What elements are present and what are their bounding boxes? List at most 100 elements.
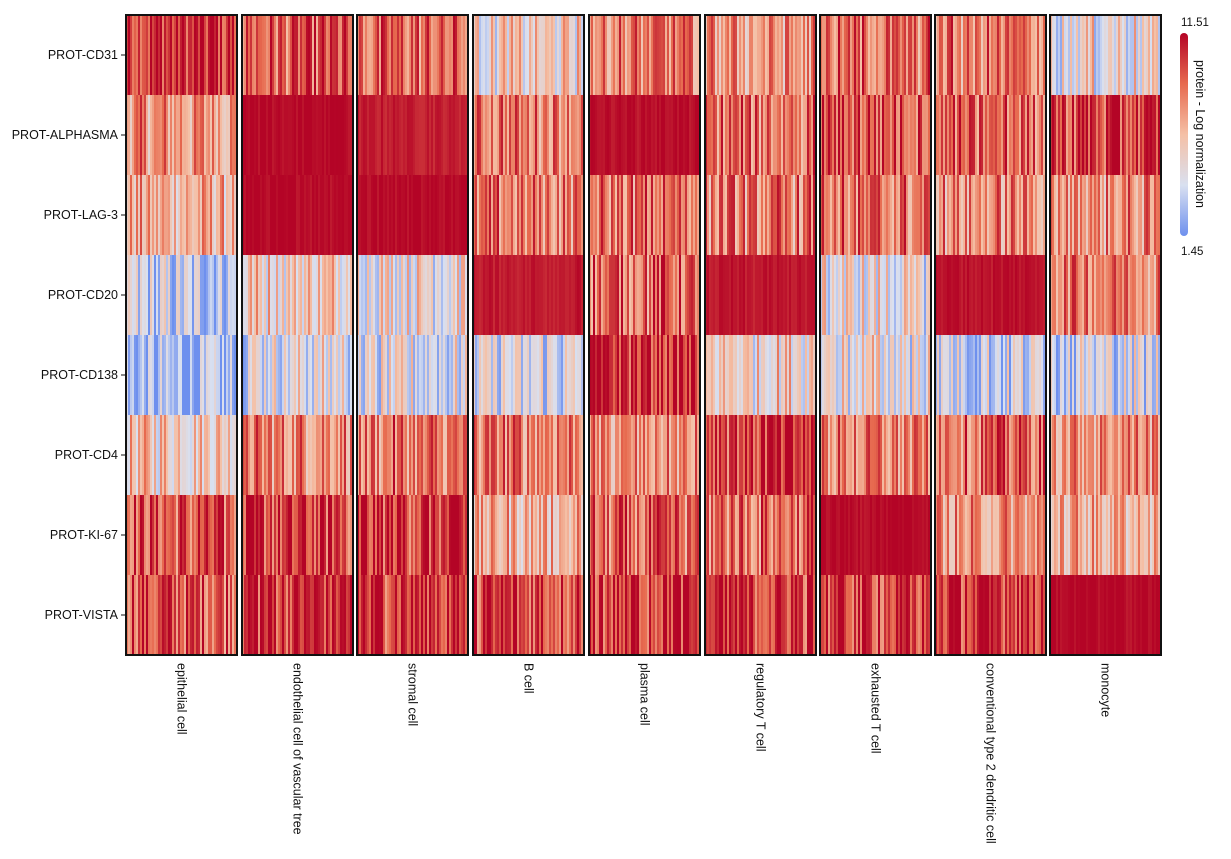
cell-stripe [1158, 415, 1161, 495]
cell-stripe [1140, 175, 1143, 255]
cell-stripe [971, 95, 974, 175]
cell-stripe [298, 495, 301, 575]
cell-stripe [248, 495, 251, 575]
cell-stripe [783, 575, 786, 655]
cell-stripe [174, 255, 177, 335]
cell-stripe [1116, 495, 1119, 575]
cell-stripe [685, 575, 688, 655]
cell-stripe [683, 415, 686, 495]
cell-stripe [858, 175, 861, 255]
cell-stripe [246, 415, 249, 495]
cell-stripe [991, 495, 994, 575]
cell-stripe [1054, 575, 1057, 655]
cell-stripe [979, 575, 982, 655]
cell-stripe [441, 255, 444, 335]
cell-stripe [615, 495, 618, 575]
cell-stripe [148, 95, 151, 175]
cell-stripe [995, 15, 998, 95]
cell-stripe [677, 495, 680, 575]
cell-stripe [459, 255, 462, 335]
cell-stripe [453, 95, 456, 175]
cell-stripe [515, 335, 518, 415]
cell-stripe [1154, 415, 1157, 495]
cell-stripe [1144, 415, 1147, 495]
cell-stripe [1086, 15, 1089, 95]
cell-stripe [633, 335, 636, 415]
cell-stripe [999, 335, 1002, 415]
cell-stripe [850, 495, 853, 575]
cell-stripe [152, 575, 155, 655]
cell-stripe [1122, 575, 1125, 655]
cell-stripe [1027, 575, 1030, 655]
cell-stripe [310, 15, 313, 95]
cell-stripe [1017, 95, 1020, 175]
cell-stripe [1146, 575, 1149, 655]
cell-stripe [573, 415, 576, 495]
cell-stripe [513, 175, 516, 255]
cell-stripe [876, 575, 879, 655]
cell-stripe [675, 95, 678, 175]
cell-stripe [647, 95, 650, 175]
cell-stripe [557, 335, 560, 415]
cell-stripe [501, 255, 504, 335]
cell-stripe [320, 575, 323, 655]
cell-stripe [274, 255, 277, 335]
cell-stripe [1086, 415, 1089, 495]
cell-stripe [755, 175, 758, 255]
cell-stripe [1060, 495, 1063, 575]
cell-stripe [753, 255, 756, 335]
cell-stripe [190, 575, 193, 655]
cell-stripe [1144, 95, 1147, 175]
cell-stripe [1122, 335, 1125, 415]
cell-stripe [1154, 175, 1157, 255]
cell-stripe [463, 95, 466, 175]
heatmap-cell-prot-cd138-0 [126, 335, 238, 415]
cell-stripe [755, 335, 758, 415]
cell-stripe [545, 575, 548, 655]
cell-stripe [270, 15, 273, 95]
cell-stripe [629, 415, 632, 495]
cell-stripe [359, 575, 362, 655]
cell-stripe [1098, 175, 1101, 255]
cell-stripe [344, 15, 347, 95]
cell-stripe [1009, 15, 1012, 95]
cell-stripe [505, 175, 508, 255]
cell-stripe [826, 575, 829, 655]
cell-stripe [731, 175, 734, 255]
cell-stripe [1023, 415, 1026, 495]
cell-stripe [711, 15, 714, 95]
cell-stripe [854, 335, 857, 415]
cell-stripe [989, 575, 992, 655]
cell-stripe [172, 335, 175, 415]
cell-stripe [1070, 415, 1073, 495]
row-label: PROT-CD138 [41, 368, 118, 382]
cell-stripe [551, 255, 554, 335]
cell-stripe [890, 415, 893, 495]
cell-stripe [521, 95, 524, 175]
cell-stripe [1096, 495, 1099, 575]
cell-stripe [695, 95, 698, 175]
cell-stripe [160, 175, 163, 255]
cell-stripe [513, 335, 516, 415]
cell-stripe [473, 15, 476, 95]
cell-stripe [475, 415, 478, 495]
cell-stripe [795, 15, 798, 95]
cell-stripe [475, 15, 478, 95]
cell-stripe [509, 415, 512, 495]
cell-stripe [840, 415, 843, 495]
cell-stripe [679, 255, 682, 335]
cell-stripe [142, 415, 145, 495]
heatmap-cells [126, 15, 1162, 655]
cell-stripe [403, 15, 406, 95]
cell-stripe [683, 95, 686, 175]
cell-stripe [1104, 495, 1107, 575]
cell-stripe [874, 575, 877, 655]
cell-stripe [160, 415, 163, 495]
heatmap-cell-prot-cd20-7 [935, 255, 1047, 335]
cell-stripe [563, 175, 566, 255]
cell-stripe [156, 175, 159, 255]
cell-stripe [735, 495, 738, 575]
heatmap-cell-prot-cd20-3 [473, 255, 585, 335]
cell-stripe [567, 15, 570, 95]
cell-stripe [541, 335, 544, 415]
